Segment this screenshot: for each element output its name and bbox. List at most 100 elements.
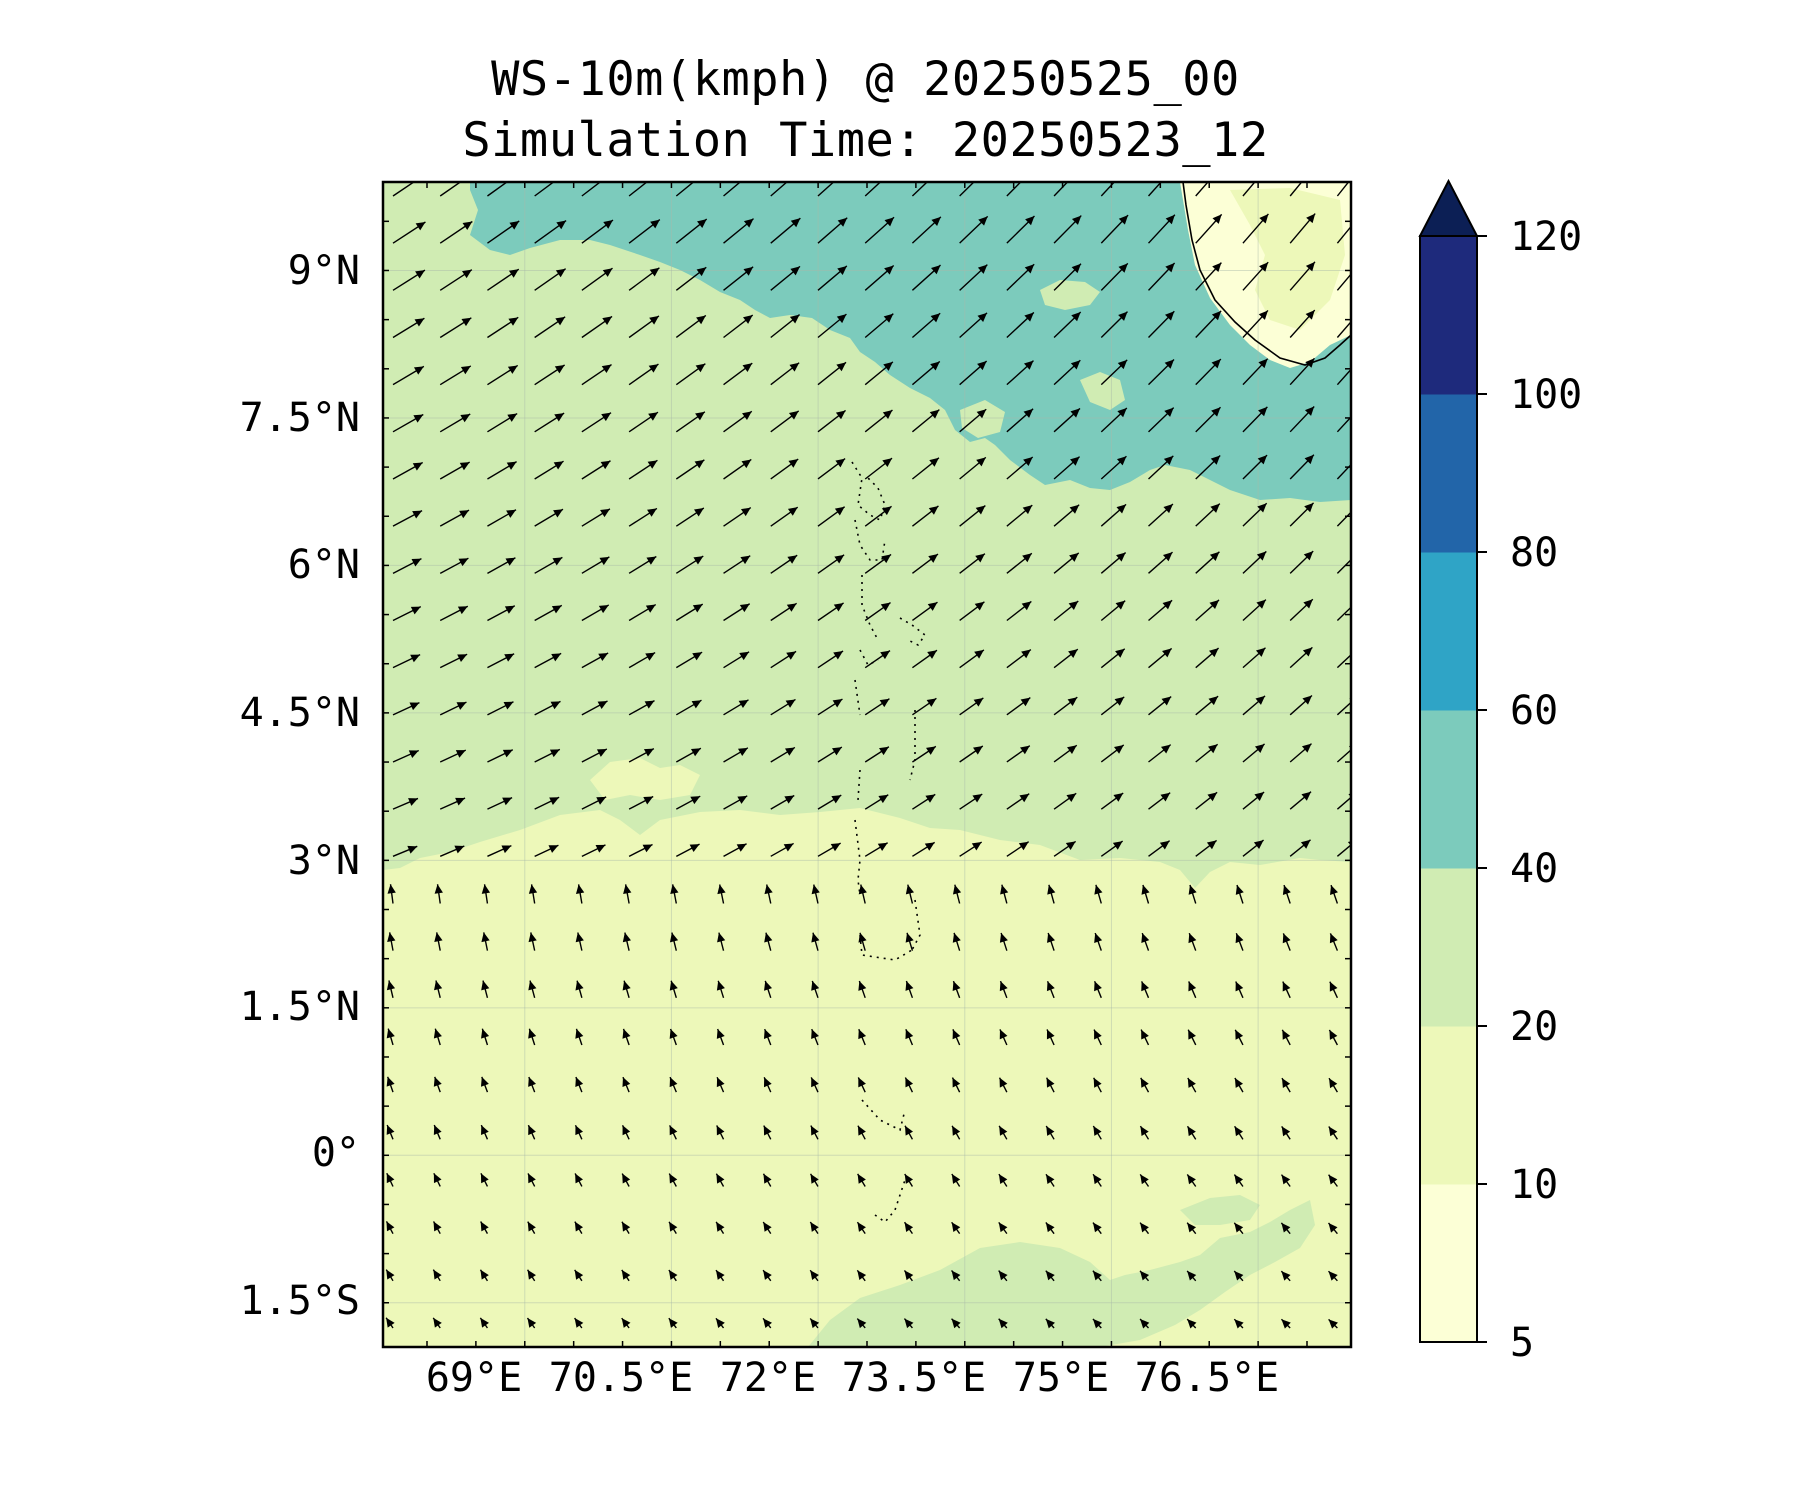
wind-arrow: [811, 932, 820, 951]
wind-arrow: [1053, 407, 1081, 433]
colorbar-label-20: 20: [1510, 1004, 1559, 1050]
wind-arrow: [1327, 1222, 1338, 1235]
wind-arrow: [1053, 359, 1081, 386]
wind-arrow: [1046, 1029, 1055, 1046]
wind-arrow: [770, 314, 801, 339]
wind-arrow: [392, 221, 426, 244]
wind-arrow: [487, 797, 513, 810]
graticule: [383, 182, 1351, 1347]
wind-arrow: [1242, 261, 1269, 291]
wind-arrow: [1148, 262, 1176, 291]
wind-arrow: [864, 842, 889, 857]
wind-arrow: [675, 314, 707, 339]
wind-arrow: [1195, 551, 1220, 574]
wind-arrow: [770, 410, 800, 433]
wind-arrow: [864, 553, 892, 574]
wind-arrow: [1140, 1029, 1150, 1046]
colorbar-label-80: 80: [1510, 530, 1559, 576]
wind-arrow: [628, 363, 659, 386]
wind-arrow: [392, 413, 424, 433]
wind-arrow: [810, 1077, 819, 1093]
wind-arrow: [581, 652, 609, 669]
wind-arrow: [959, 745, 984, 763]
wind-arrow: [487, 316, 519, 339]
wind-arrow: [675, 747, 702, 763]
wind-arrow: [1336, 320, 1351, 338]
wind-arrow: [1186, 1174, 1197, 1187]
wind-arrow: [904, 1125, 914, 1140]
wind-arrow: [487, 557, 516, 574]
wind-arrow: [439, 797, 466, 810]
wind-arrow: [912, 841, 936, 857]
wind-arrow: [770, 506, 799, 527]
wind-arrow: [1006, 648, 1032, 669]
wind-arrow: [723, 266, 754, 291]
wind-arrow: [1006, 360, 1034, 386]
wind-arrow: [864, 216, 895, 244]
wind-arrow: [770, 746, 796, 763]
wind-arrow: [770, 698, 796, 716]
wind-arrow: [386, 1076, 395, 1093]
wind-arrow: [770, 217, 801, 244]
lat-label-0: 0°: [311, 1130, 360, 1176]
wind-arrow: [959, 215, 989, 244]
wind-arrow: [723, 603, 751, 622]
wind-arrow: [622, 932, 631, 951]
wind-arrow: [392, 365, 425, 386]
wind-arrow: [1233, 1318, 1244, 1329]
wind-arrow: [817, 313, 847, 339]
wind-arrow: [770, 362, 800, 386]
wind-arrow: [1148, 503, 1174, 527]
wind-arrow: [668, 1269, 678, 1282]
wind-arrow: [528, 1076, 536, 1093]
wind-arrow: [669, 980, 678, 999]
wind-arrow: [723, 410, 753, 433]
wind-arrow: [1195, 310, 1222, 338]
wind-arrow: [628, 699, 655, 716]
wind-arrow: [628, 219, 661, 244]
wind-arrow: [1100, 696, 1125, 716]
wind-arrow: [764, 932, 773, 951]
colorbar-label-120: 120: [1510, 214, 1583, 260]
wind-arrow: [763, 1077, 772, 1093]
wind-arrow: [574, 1124, 584, 1140]
colorbar-extend-arrow: [1418, 178, 1479, 237]
wind-arrow: [581, 700, 608, 716]
wind-arrow: [675, 411, 706, 433]
wind-arrow: [864, 264, 895, 291]
wind-arrow: [723, 362, 753, 386]
wind-arrow: [959, 360, 988, 386]
wind-arrow: [528, 1028, 537, 1046]
wind-arrow: [998, 1125, 1008, 1140]
wind-arrow: [1100, 503, 1127, 527]
wind-arrow: [1045, 1125, 1055, 1140]
wind-arrow: [675, 651, 703, 669]
wind-arrow: [581, 315, 613, 339]
wind-arrow: [628, 267, 660, 291]
wind-arrow: [1336, 416, 1351, 433]
wind-arrow: [1100, 840, 1124, 857]
wind-arrow: [811, 1028, 819, 1046]
colorbar-segment: [1420, 1026, 1477, 1185]
wind-arrow: [1186, 1222, 1197, 1235]
colorbar-label-100: 100: [1510, 372, 1583, 418]
wind-arrow: [433, 1076, 442, 1093]
region-20-40-pocket-a: [1040, 280, 1100, 310]
wind-arrow: [1235, 981, 1244, 999]
wind-arrow: [669, 932, 679, 951]
wind-arrow: [1195, 454, 1221, 480]
wind-arrow: [723, 314, 754, 339]
wind-arrow: [487, 364, 519, 386]
colorbar-segment: [1420, 710, 1477, 869]
wind-arrow: [432, 1269, 442, 1282]
wind-arrow: [912, 697, 937, 716]
wind-arrow: [1148, 792, 1171, 810]
wind-arrow: [1195, 743, 1219, 763]
wind-arrow: [1281, 1029, 1291, 1046]
wind-arrow: [621, 1125, 631, 1140]
lon-label-76-5e: 76.5°E: [1134, 1355, 1280, 1401]
wind-arrow: [628, 507, 658, 527]
wind-arrow: [770, 458, 799, 480]
wind-arrow: [675, 182, 695, 197]
